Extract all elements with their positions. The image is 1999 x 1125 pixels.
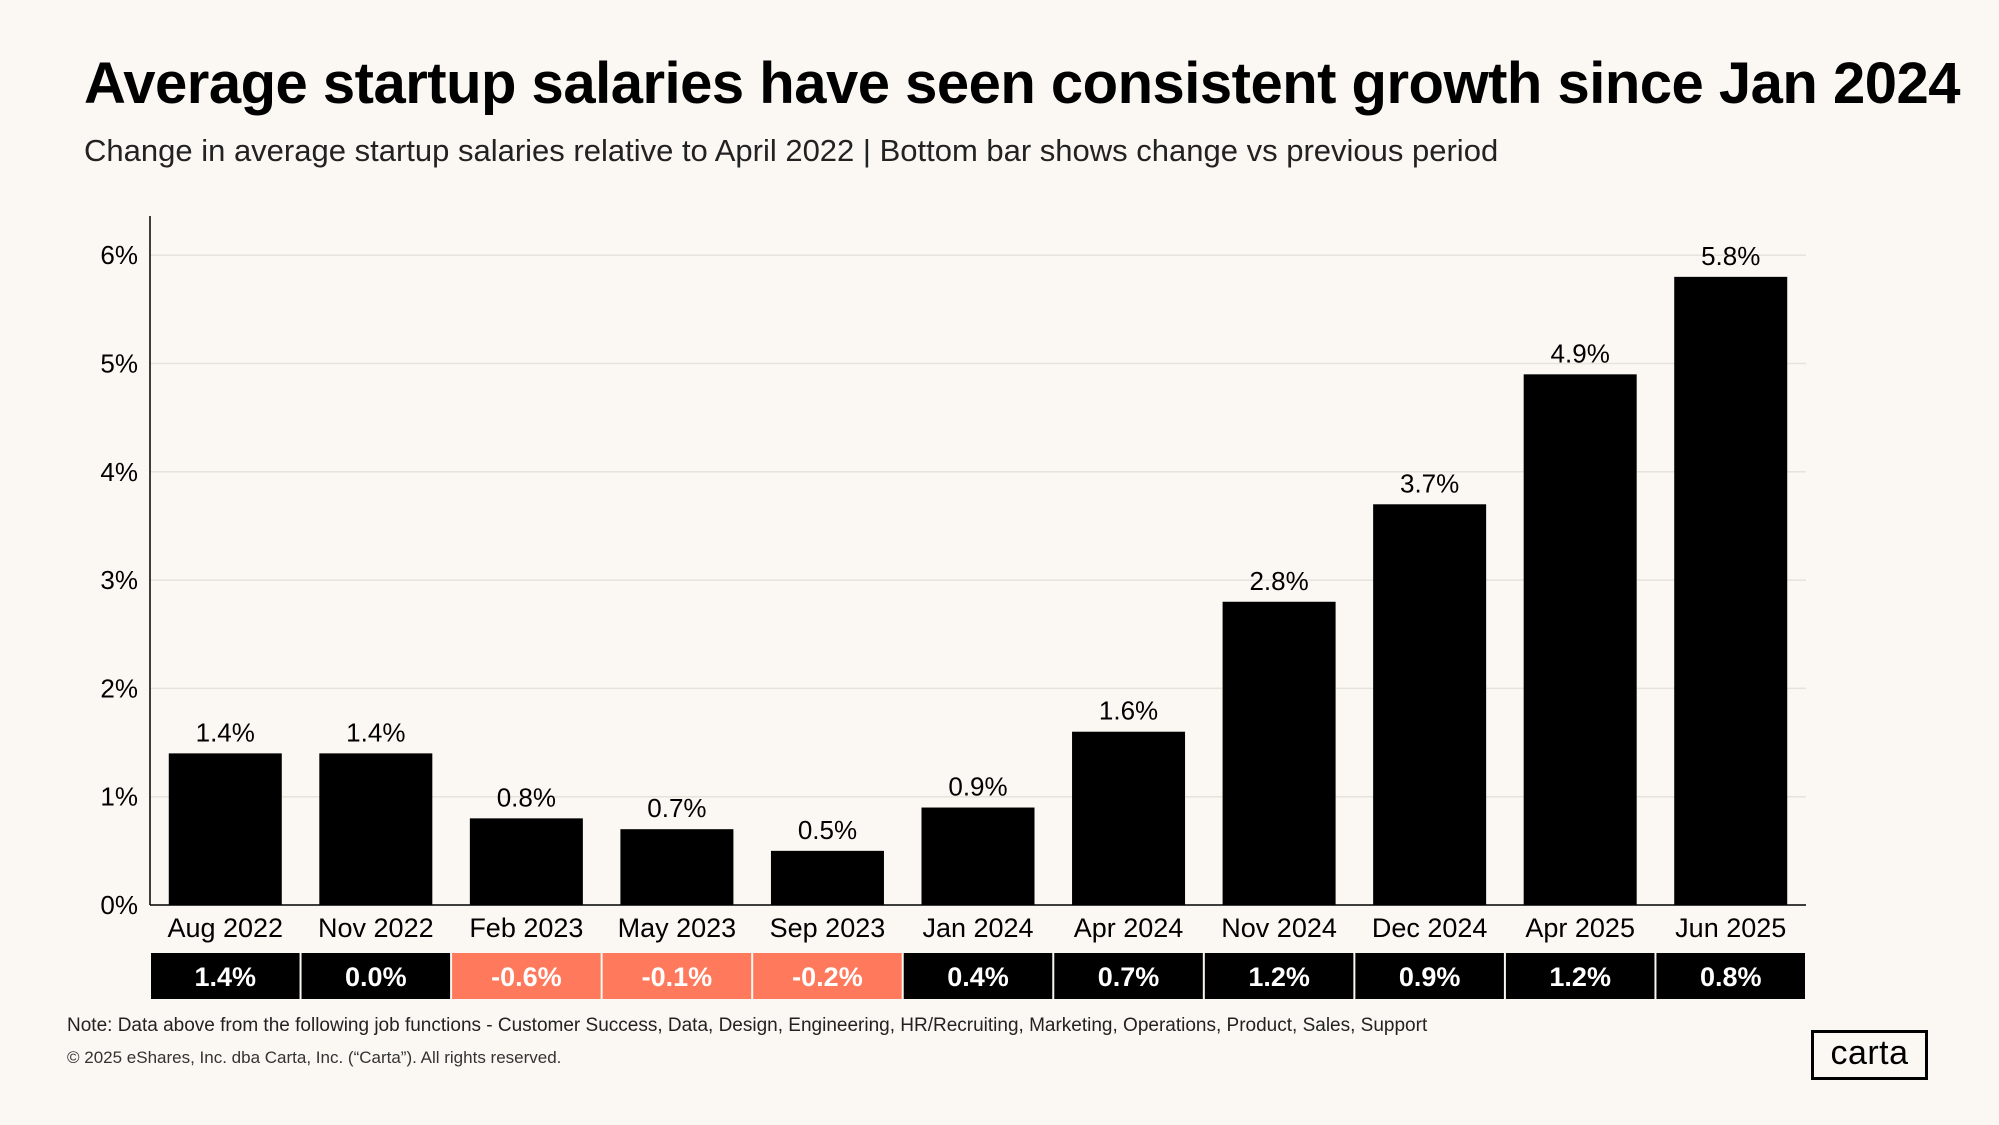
bar-series (168, 276, 1788, 906)
change-cell (602, 953, 752, 999)
category-label: Jan 2024 (922, 913, 1033, 943)
change-label: 0.4% (947, 962, 1009, 992)
change-row: 1.4% 0.0% -0.6% -0.1% -0.2% 0.4% 0.7% 1.2% 0.9% 1… (151, 953, 1805, 999)
bar (1523, 374, 1637, 906)
value-label: 0.7% (647, 793, 706, 823)
bar (168, 753, 282, 905)
footnote: Note: Data above from the following job … (67, 1015, 1428, 1036)
category-label: Aug 2022 (167, 913, 283, 943)
change-label: 0.7% (1098, 962, 1160, 992)
change-cell (1656, 953, 1805, 999)
y-tick-label: 2% (100, 673, 138, 703)
y-tick-label: 3% (100, 565, 138, 595)
change-label: 0.0% (345, 962, 407, 992)
change-cell (1355, 953, 1504, 999)
change-cell (301, 953, 451, 999)
chart-title: Average startup salaries have seen consi… (84, 51, 1960, 116)
value-label: 0.5% (798, 815, 857, 845)
y-tick-label: 5% (100, 349, 138, 379)
category-label: Apr 2024 (1074, 913, 1184, 943)
carta-logo: carta (1811, 1030, 1928, 1080)
y-tick-label: 4% (100, 457, 138, 487)
value-label: 0.9% (948, 772, 1007, 802)
category-label: Nov 2024 (1221, 913, 1337, 943)
value-label: 3.7% (1400, 468, 1459, 498)
change-label: -0.1% (642, 962, 713, 992)
category-label: May 2023 (618, 913, 737, 943)
change-cell (452, 953, 601, 999)
category-label: Nov 2022 (318, 913, 434, 943)
change-label: 0.9% (1399, 962, 1461, 992)
bar (469, 818, 583, 905)
bar (620, 829, 734, 905)
bar (1222, 601, 1336, 905)
change-label: -0.2% (792, 962, 863, 992)
y-tick-label: 1% (100, 782, 138, 812)
value-label: 1.4% (196, 717, 255, 747)
bar (921, 807, 1035, 905)
y-tick-label: 6% (100, 240, 138, 270)
value-labels: 1.4% 1.4% 0.8% 0.7% 0.5% 0.9% 1.6% 2.8% 3.7% 4.9%… (196, 241, 1761, 845)
chart-subtitle: Change in average startup salaries relat… (84, 133, 1499, 168)
y-axis-ticks: 0% 1% 2% 3% 4% 5% 6% (100, 240, 138, 920)
change-cell (1054, 953, 1203, 999)
bar (770, 850, 884, 905)
category-label: Dec 2024 (1372, 913, 1488, 943)
bar (1373, 504, 1487, 905)
change-label: 0.8% (1700, 962, 1762, 992)
bar (1072, 731, 1186, 905)
change-cell (1204, 953, 1354, 999)
change-label: 1.2% (1549, 962, 1611, 992)
change-cell (151, 953, 300, 999)
bar (319, 753, 433, 905)
change-label: 1.4% (194, 962, 256, 992)
value-label: 1.6% (1099, 696, 1158, 726)
bar (1674, 276, 1788, 905)
category-labels: Aug 2022 Nov 2022 Feb 2023 May 2023 Sep 2023… (167, 913, 1786, 943)
value-label: 4.9% (1551, 338, 1610, 368)
y-tick-label: 0% (100, 890, 138, 920)
change-cell (753, 953, 902, 999)
value-label: 5.8% (1701, 241, 1760, 271)
category-label: Jun 2025 (1675, 913, 1786, 943)
value-label: 0.8% (497, 782, 556, 812)
change-cell (1505, 953, 1655, 999)
copyright-text: © 2025 eShares, Inc. dba Carta, Inc. (“C… (67, 1048, 562, 1067)
value-label: 1.4% (346, 717, 405, 747)
category-label: Sep 2023 (770, 913, 886, 943)
change-label: 1.2% (1248, 962, 1310, 992)
category-label: Feb 2023 (469, 913, 583, 943)
change-cell (903, 953, 1053, 999)
value-label: 2.8% (1249, 566, 1308, 596)
change-label: -0.6% (491, 962, 562, 992)
category-label: Apr 2025 (1525, 913, 1635, 943)
